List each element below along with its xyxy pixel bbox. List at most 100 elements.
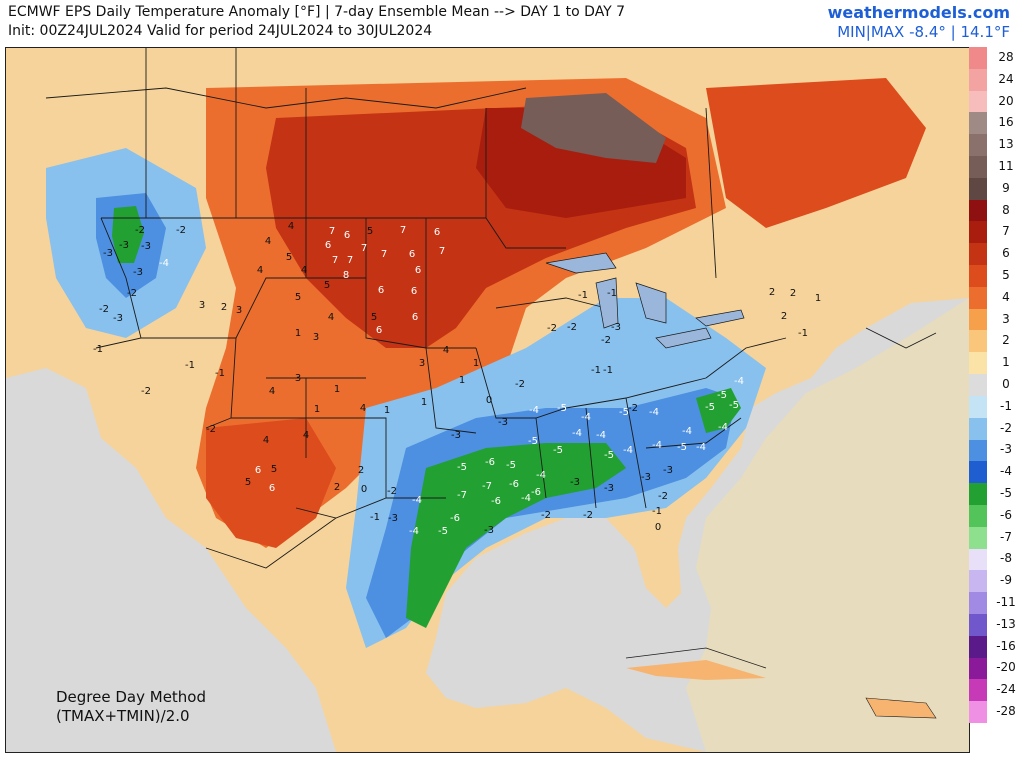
anomaly-label-negative: -3 (451, 430, 461, 441)
colorbar-swatch (969, 68, 987, 92)
colorbar-swatch (969, 504, 987, 528)
map-title: ECMWF EPS Daily Temperature Anomaly [°F]… (8, 4, 626, 20)
colorbar-swatch (969, 90, 987, 113)
anomaly-label-positive: 6 (378, 285, 384, 296)
anomaly-label-negative: -7 (457, 490, 467, 501)
method-note: Degree Day Method (TMAX+TMIN)/2.0 (56, 688, 206, 726)
anomaly-label-negative: -6 (509, 479, 519, 490)
brand-link[interactable]: weathermodels.com (827, 3, 1010, 22)
hot-zone-quebec (706, 78, 926, 228)
anomaly-label-negative: -2 (135, 225, 145, 236)
anomaly-label-positive: 1 (314, 404, 320, 415)
colorbar-label: -7 (1000, 529, 1012, 544)
colorbar-label: 4 (1002, 289, 1010, 304)
anomaly-label-negative: -6 (485, 457, 495, 468)
anomaly-label-negative: -4 (536, 470, 546, 481)
anomaly-label-negative: -5 (438, 526, 448, 537)
anomaly-label-positive: 2 (358, 465, 364, 476)
cold-zone-carolinas (696, 388, 741, 433)
colorbar-label: 3 (1002, 311, 1010, 326)
anomaly-label-negative: -4 (529, 405, 539, 416)
colorbar-swatch (969, 679, 987, 702)
colorbar-label: 24 (998, 71, 1014, 86)
colorbar-swatch (969, 330, 987, 353)
anomaly-label-positive: 0 (486, 395, 492, 406)
anomaly-label-negative: -3 (113, 313, 123, 324)
anomaly-label-negative: -6 (450, 513, 460, 524)
anomaly-label-negative: -4 (734, 376, 744, 387)
anomaly-label-positive: 8 (343, 270, 349, 281)
colorbar-swatch (969, 635, 987, 659)
anomaly-label-positive: 7 (347, 255, 353, 266)
map-subtitle: Init: 00Z24JUL2024 Valid for period 24JU… (8, 23, 433, 39)
method-note-line1: Degree Day Method (56, 688, 207, 706)
anomaly-label-positive: 7 (332, 255, 338, 266)
anomaly-label-positive: 5 (295, 292, 301, 303)
colorbar-swatch (969, 548, 987, 571)
anomaly-label-positive: 4 (265, 236, 271, 247)
anomaly-label-negative: -4 (652, 440, 662, 451)
anomaly-label-negative: -5 (705, 402, 715, 413)
anomaly-label-negative: -5 (457, 462, 467, 473)
anomaly-label-negative: -2 (547, 323, 557, 334)
anomaly-label-negative: -3 (498, 417, 508, 428)
colorbar-swatch (969, 461, 987, 484)
colorbar-swatch (969, 352, 987, 375)
method-note-line2: (TMAX+TMIN)/2.0 (56, 707, 190, 725)
anomaly-label-positive: 2 (790, 288, 796, 299)
anomaly-label-negative: -5 (729, 400, 739, 411)
anomaly-label-positive: 4 (263, 435, 269, 446)
anomaly-label-positive: 6 (376, 325, 382, 336)
anomaly-label-positive: 2 (781, 311, 787, 322)
colorbar-label: 11 (998, 158, 1014, 173)
colorbar-label: 13 (998, 137, 1014, 152)
anomaly-label-negative: -3 (604, 483, 614, 494)
anomaly-label-positive: 4 (328, 312, 334, 323)
anomaly-label-positive: 7 (329, 226, 335, 237)
anomaly-label-positive: 7 (381, 249, 387, 260)
colorbar-label: -9 (1000, 573, 1012, 588)
anomaly-label-positive: 4 (269, 386, 275, 397)
anomaly-label-negative: -4 (623, 445, 633, 456)
colorbar-label: -28 (996, 704, 1016, 719)
coldest-zone-northwest (112, 206, 144, 263)
colorbar-label: 7 (1002, 224, 1010, 239)
anomaly-label-positive: 1 (459, 375, 465, 386)
anomaly-label-positive: 4 (360, 403, 366, 414)
colorbar-legend: 28 24 20 16 13 11 9 8 7 6 5 4 3 2 1 0 -1 -2 -3 -4 -5 -6 -7 -8 -9… (969, 47, 1024, 724)
colorbar-swatch (969, 613, 987, 637)
anomaly-label-positive: 6 (325, 240, 331, 251)
anomaly-label-positive: 2 (334, 482, 340, 493)
colorbar-swatch (969, 177, 987, 201)
anomaly-label-negative: -1 (798, 328, 808, 339)
colorbar-swatch (969, 570, 987, 593)
anomaly-label-negative: -6 (531, 487, 541, 498)
anomaly-label-negative: -5 (677, 442, 687, 453)
anomaly-label-negative: -5 (604, 450, 614, 461)
colorbar-swatch (969, 286, 987, 310)
anomaly-label-negative: -4 (682, 426, 692, 437)
gulf-of-mexico (446, 523, 646, 638)
anomaly-label-positive: 2 (221, 302, 227, 313)
anomaly-label-positive: 1 (421, 397, 427, 408)
colorbar-swatch (969, 417, 987, 440)
anomaly-label-negative: -2 (176, 225, 186, 236)
colorbar-label: -6 (1000, 507, 1012, 522)
anomaly-label-negative: -1 (652, 506, 662, 517)
great-lakes (545, 252, 745, 349)
anomaly-label-negative: -4 (696, 442, 706, 453)
anomaly-label-negative: -6 (491, 496, 501, 507)
colorbar-label: 8 (1002, 202, 1010, 217)
anomaly-label-negative: -2 (206, 424, 216, 435)
colorbar-label: 6 (1002, 246, 1010, 261)
anomaly-label-negative: -3 (103, 248, 113, 259)
anomaly-label-positive: 6 (412, 312, 418, 323)
anomaly-label-positive: 4 (288, 221, 294, 232)
anomaly-label-negative: -5 (717, 390, 727, 401)
anomaly-label-positive: 6 (344, 230, 350, 241)
anomaly-label-negative: -3 (119, 240, 129, 251)
anomaly-label-negative: -4 (412, 495, 422, 506)
